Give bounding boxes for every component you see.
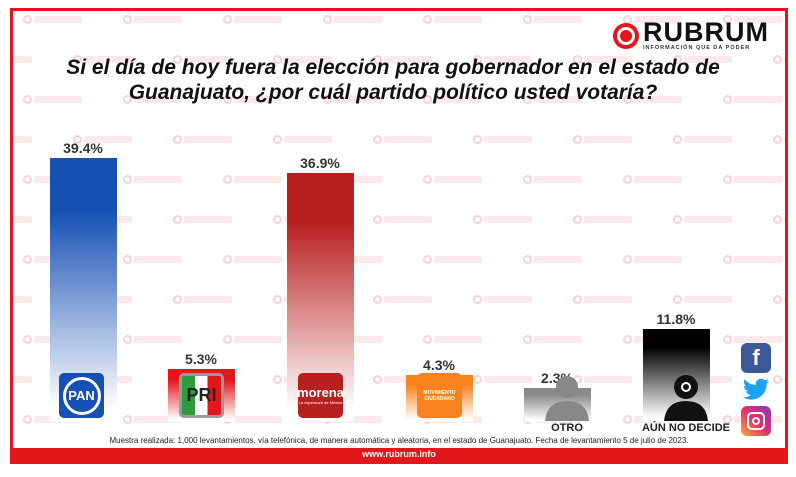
watermark-mark (623, 175, 682, 184)
watermark-mark (673, 135, 732, 144)
pan-logo-text: PAN (62, 376, 101, 415)
methodology-note: Muestra realizada: 1,000 levantamientos,… (109, 436, 689, 445)
watermark-mark (123, 175, 182, 184)
watermark-mark (423, 255, 482, 264)
logo-tagline: INFORMACIÓN QUE DA PODER (643, 45, 751, 51)
data-label: 4.3% (423, 357, 455, 374)
watermark-mark (123, 255, 182, 264)
watermark-mark (523, 175, 582, 184)
data-label: 39.4% (63, 139, 103, 156)
watermark-mark (373, 295, 432, 304)
logo-name: RUBRUM (643, 17, 769, 47)
pri-logo: PRI (179, 373, 224, 418)
watermark-mark (523, 335, 582, 344)
chart-frame: RUBRUM INFORMACIÓN QUE DA PODER Si el dí… (10, 8, 788, 464)
watermark-mark (173, 295, 232, 304)
watermark-mark (173, 215, 232, 224)
morena-logo-text: morena (297, 385, 344, 400)
watermark-mark (223, 335, 282, 344)
watermark-mark (423, 175, 482, 184)
watermark-mark (573, 135, 632, 144)
watermark-mark (673, 215, 732, 224)
watermark-mark (723, 255, 782, 264)
watermark-mark (423, 335, 482, 344)
facebook-glyph: f (752, 345, 760, 370)
watermark-mark (473, 295, 532, 304)
watermark-mark (223, 255, 282, 264)
person-silhouette-icon (545, 376, 589, 421)
pri-logo-text: PRI (186, 385, 217, 405)
watermark-mark (423, 15, 482, 24)
data-label: 5.3% (185, 351, 217, 368)
logo-circle-icon (613, 22, 639, 49)
watermark-mark (573, 295, 632, 304)
watermark-mark (523, 255, 582, 264)
watermark-mark (473, 215, 532, 224)
watermark-mark (123, 335, 182, 344)
watermark-mark (13, 215, 32, 224)
watermark-mark (773, 135, 785, 144)
watermark-mark (523, 15, 582, 24)
watermark-mark (773, 55, 785, 64)
watermark-mark (773, 215, 785, 224)
footer-link[interactable]: www.rubrum.info (13, 448, 785, 461)
watermark-mark (13, 135, 32, 144)
watermark-mark (223, 175, 282, 184)
category-label-otro: OTRO (551, 422, 583, 434)
rubrum-logo: RUBRUM INFORMACIÓN QUE DA PODER (613, 19, 769, 52)
data-label: 36.9% (300, 155, 340, 172)
data-label: 11.8% (656, 310, 696, 327)
watermark-mark (223, 15, 282, 24)
watermark-mark (773, 295, 785, 304)
watermark-mark (473, 135, 532, 144)
category-label-aun-no-decide: AÚN NO DECIDE (641, 422, 730, 434)
watermark-mark (13, 375, 32, 384)
watermark-mark (323, 15, 382, 24)
facebook-icon[interactable]: f (741, 343, 771, 373)
watermark-mark (13, 55, 32, 64)
chart-title: Si el día de hoy fuera la elección para … (66, 56, 720, 104)
watermark-mark (573, 215, 632, 224)
watermark-mark (273, 135, 332, 144)
twitter-icon[interactable] (741, 375, 771, 405)
twitter-bird-icon (743, 378, 769, 400)
watermark-mark (773, 375, 785, 384)
watermark-mark (673, 295, 732, 304)
morena-logo: morena La esperanza de México (297, 373, 344, 418)
watermark-mark (23, 15, 82, 24)
morena-logo-sub: La esperanza de México (298, 400, 343, 405)
watermark-mark (373, 135, 432, 144)
watermark-mark (723, 175, 782, 184)
watermark-mark (13, 295, 32, 304)
unknown-person-icon (664, 375, 708, 421)
mc-logo-text: MOVIMIENTO CIUDADANO (423, 389, 456, 402)
mc-logo: MOVIMIENTO CIUDADANO (417, 373, 462, 418)
instagram-icon[interactable] (741, 406, 771, 436)
watermark-mark (373, 215, 432, 224)
watermark-mark (173, 135, 232, 144)
watermark-mark (623, 255, 682, 264)
watermark-mark (123, 15, 182, 24)
pan-logo: PAN (59, 373, 104, 418)
